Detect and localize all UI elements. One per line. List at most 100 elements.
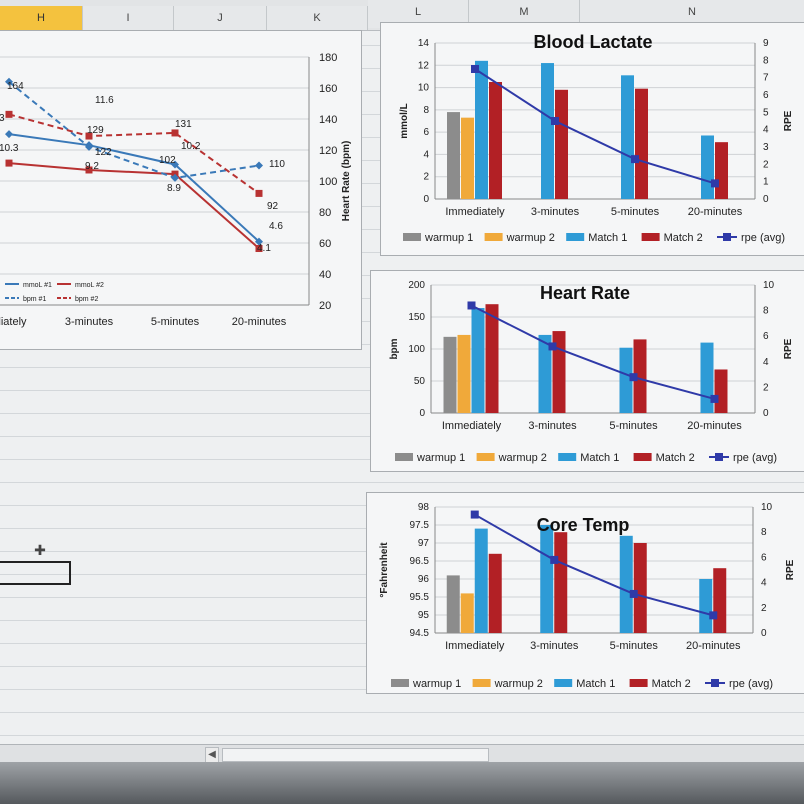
y2-tick-label: 4 [763, 125, 769, 136]
bar [699, 579, 713, 633]
legend-swatch [566, 233, 585, 241]
series-line [8, 133, 260, 243]
legend-label: warmup 1 [424, 232, 473, 244]
column-header-j[interactable]: J [174, 6, 267, 30]
monitor-bezel [0, 762, 804, 804]
series-marker [5, 159, 13, 167]
y-right-tick-label: 100 [319, 176, 337, 188]
data-label: 9.2 [85, 161, 99, 172]
y-tick-label: 10 [418, 83, 430, 94]
series-marker [5, 77, 13, 86]
y2-tick-label: 5 [763, 107, 769, 118]
y2-tick-label: 8 [761, 527, 767, 538]
series-marker [171, 129, 179, 137]
y2-tick-label: 0 [763, 408, 769, 419]
scroll-left-icon[interactable]: ◀ [205, 747, 219, 763]
rpe-marker [629, 589, 638, 598]
bar [538, 334, 552, 413]
series-marker [85, 166, 93, 174]
y-axis-label: bpm [389, 338, 400, 359]
chart-svg: 94.5 95 95.5 96 96.5 97 97.5 98 0 2 4 6 8 10 Immediate… [379, 502, 796, 690]
column-header-h[interactable]: H [0, 6, 83, 30]
legend-swatch [554, 679, 573, 687]
legend-marker [711, 679, 719, 687]
column-header-i[interactable]: I [83, 6, 174, 30]
bar [461, 117, 474, 199]
bar [475, 60, 488, 200]
legend-label: warmup 2 [506, 232, 555, 244]
selected-cell[interactable] [0, 561, 71, 585]
legend-swatch [395, 453, 413, 461]
legend-label: bpm #1 [23, 296, 46, 303]
blood-lactate-chart[interactable]: 0 2 4 6 8 10 12 14 0 1 2 3 4 5 6 7 8 9 Immediately 3-minute… [380, 22, 804, 256]
y2-tick-label: 6 [763, 90, 769, 101]
column-header-k[interactable]: K [267, 6, 368, 30]
rpe-line [474, 513, 714, 617]
rpe-marker [631, 155, 639, 164]
heart-rate-chart[interactable]: 0 50 100 150 200 0 2 4 6 8 10 Immediately 3-minutes 5… [370, 270, 804, 472]
y2-tick-label: 10 [763, 280, 775, 291]
rpe-marker [629, 373, 638, 382]
legend-label: mmoL #1 [23, 282, 52, 289]
y-tick-label: 0 [419, 408, 425, 419]
bar [621, 75, 634, 199]
scrollbar-thumb[interactable] [222, 748, 489, 762]
y-tick-label: 100 [408, 344, 425, 355]
series-marker [5, 110, 13, 118]
line-chart-lactate-heart-rate[interactable]: 20 40 60 80 100 120 140 160 180 Heart Rate (bpm) m… [0, 30, 362, 350]
y-right-tick-label: 60 [319, 238, 331, 250]
legend-label: mmoL #2 [75, 282, 104, 289]
y-right-tick-label: 160 [319, 83, 337, 95]
rpe-marker [470, 510, 479, 519]
core-temp-chart[interactable]: 94.5 95 95.5 96 96.5 97 97.5 98 0 2 4 6 8 10 Immediate… [366, 492, 804, 694]
x-tick-label: 5-minutes [610, 640, 659, 652]
y2-tick-label: 7 [763, 73, 769, 84]
x-tick-label: Immediately [445, 640, 505, 652]
y-tick-label: 96.5 [410, 556, 430, 567]
x-tick-label: 20-minutes [686, 640, 741, 652]
bar [715, 142, 728, 199]
legend-swatch [391, 679, 409, 687]
spreadsheet-grid[interactable]: H I J K L M N 20 40 60 80 100 120 140 160 180 Hea… [0, 0, 804, 745]
series-marker [255, 245, 263, 253]
bar [485, 304, 499, 413]
y-tick-label: 0 [423, 194, 429, 205]
x-tick-label: Immediately [442, 420, 502, 432]
x-tick-label: 20-minutes [687, 420, 742, 432]
y2-tick-label: 4 [761, 578, 767, 589]
legend-swatch [484, 233, 503, 241]
data-label: 8.9 [167, 183, 181, 194]
y-right-axis-label: Heart Rate (bpm) [341, 141, 352, 222]
y2-tick-label: 6 [763, 331, 769, 342]
x-tick-label: 3-minutes [65, 316, 114, 328]
bar [554, 532, 568, 633]
bar [619, 535, 633, 633]
rpe-marker [711, 179, 719, 188]
rpe-line [474, 68, 716, 185]
data-label: 92 [267, 201, 279, 212]
legend-label: rpe (avg) [733, 452, 777, 464]
legend-label: bpm #2 [75, 296, 98, 303]
rpe-marker [550, 555, 559, 564]
y-tick-label: 95.5 [410, 592, 430, 603]
y-tick-label: 96 [418, 574, 430, 585]
bar [714, 369, 728, 413]
series-line [8, 113, 260, 195]
y2-tick-label: 4 [763, 357, 769, 368]
data-label: 4.6 [269, 221, 283, 232]
y-tick-label: 97 [418, 538, 430, 549]
series-line [8, 162, 260, 250]
data-label: 11.6 [95, 95, 114, 106]
y-tick-label: 14 [418, 38, 430, 49]
legend-swatch [633, 453, 652, 461]
x-tick-label: 3-minutes [530, 640, 579, 652]
legend-label: Match 1 [576, 678, 615, 690]
series-line [8, 81, 260, 179]
y-tick-label: 200 [408, 280, 425, 291]
y2-tick-label: 2 [763, 159, 769, 170]
bar [447, 112, 460, 199]
y-right-tick-label: 120 [319, 145, 337, 157]
horizontal-scrollbar[interactable]: ◀ [0, 744, 804, 763]
y-tick-label: 8 [423, 105, 429, 116]
